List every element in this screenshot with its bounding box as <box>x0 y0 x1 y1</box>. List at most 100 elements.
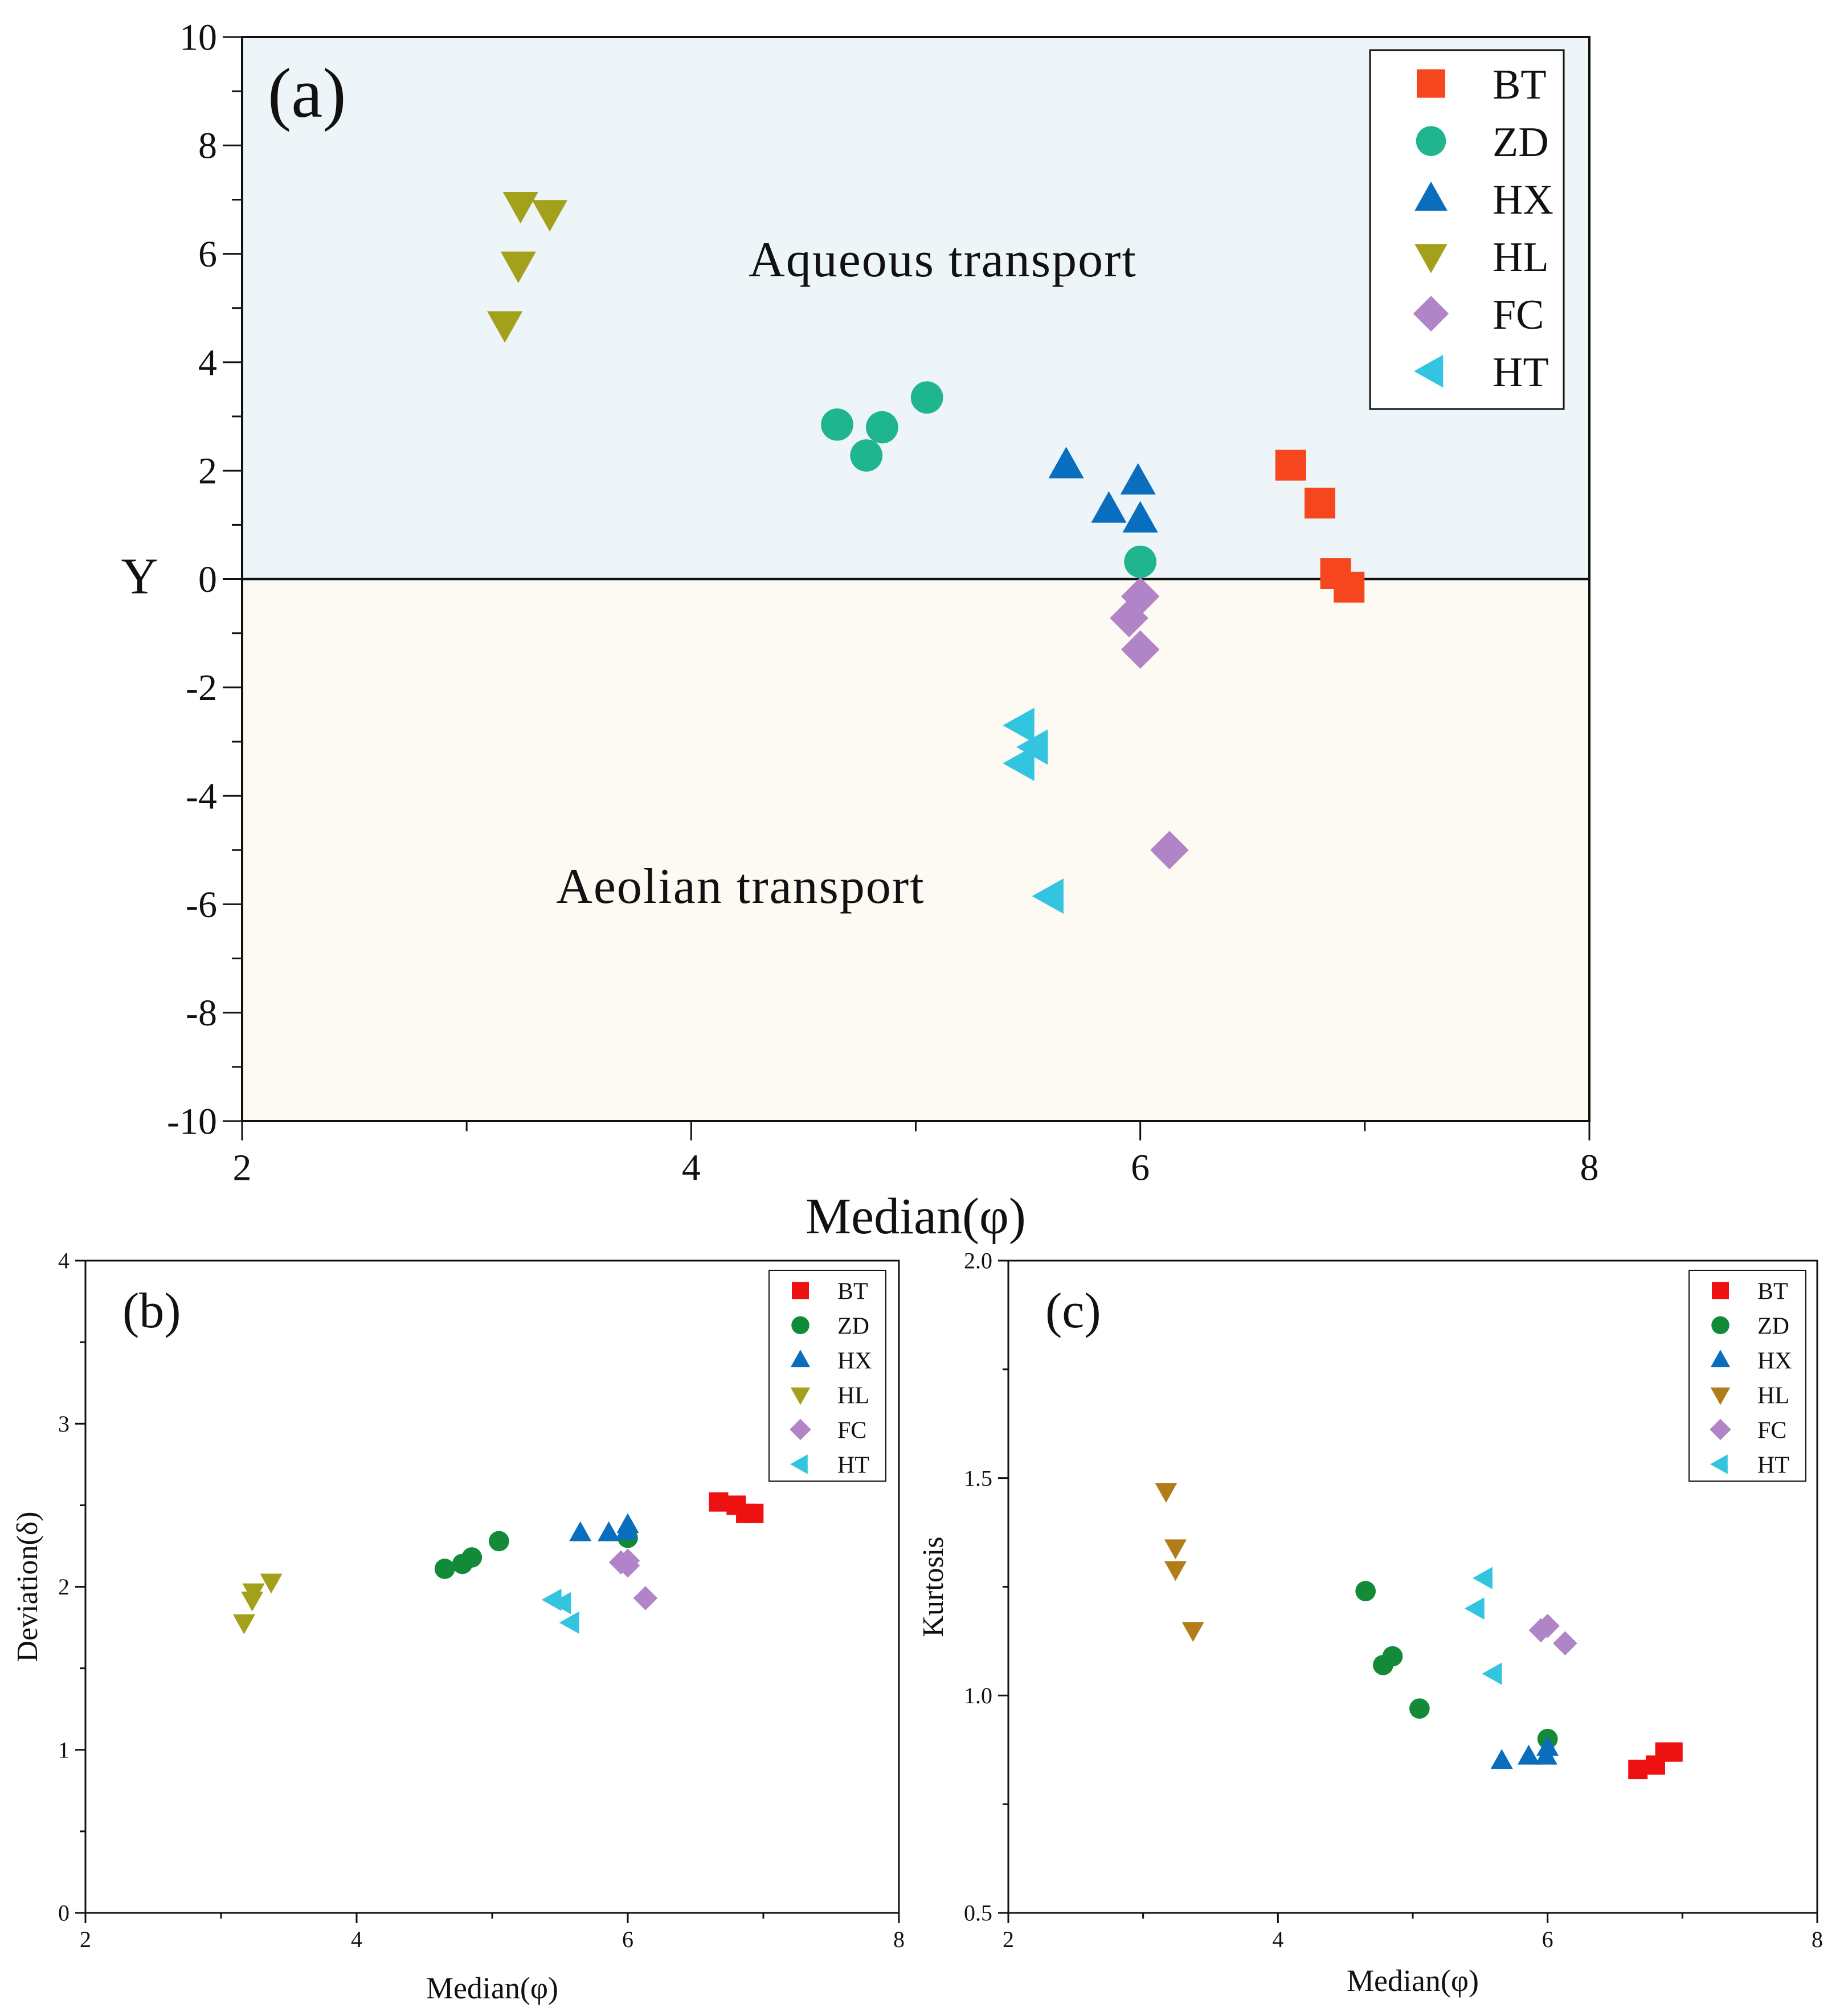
data-point-fc <box>633 1586 658 1610</box>
series-hx <box>569 1513 639 1541</box>
legend-label-hl: HL <box>1493 234 1549 281</box>
x-tick-label: 4 <box>1272 1927 1283 1952</box>
x-tick-label: 2 <box>233 1147 252 1188</box>
panel-label: (c) <box>1045 1283 1101 1339</box>
x-tick-label: 2 <box>1003 1927 1014 1952</box>
y-tick-label: 1 <box>58 1737 69 1763</box>
series-bt <box>1275 449 1365 603</box>
series-hx <box>1048 447 1158 533</box>
data-point-fc <box>1121 630 1160 669</box>
y-axis-label: Deviation(δ) <box>11 1511 44 1662</box>
x-tick-label: 6 <box>1131 1147 1150 1188</box>
legend-marker-zd <box>1711 1316 1729 1335</box>
x-tick-label: 2 <box>80 1927 91 1952</box>
data-point-hl <box>487 311 523 343</box>
series-ht <box>541 1588 579 1634</box>
panel-label: (b) <box>122 1283 181 1339</box>
data-point-hl <box>1164 1539 1187 1560</box>
x-axis-label: Median(φ) <box>426 1971 558 2005</box>
legend-marker-bt <box>1417 69 1445 98</box>
y-tick-label: 1.5 <box>964 1465 992 1491</box>
data-point-hx <box>1517 1744 1540 1765</box>
legend-label-ht: HT <box>1757 1453 1789 1479</box>
legend: BT ZD HX HL FC HT <box>768 1270 886 1482</box>
data-point-ht <box>1482 1662 1502 1685</box>
data-point-hl <box>232 1614 256 1634</box>
data-point-hx <box>1122 501 1158 533</box>
y-tick-label: 0.5 <box>964 1900 992 1926</box>
data-point-hx <box>1091 491 1127 523</box>
data-point-zd <box>850 439 883 472</box>
series-fc <box>608 1548 658 1610</box>
legend-label-bt: BT <box>1493 62 1547 108</box>
data-point-hx <box>616 1513 639 1534</box>
x-axis-label: Median(φ) <box>806 1188 1026 1245</box>
legend: BT ZD HX HL FC HT <box>1688 1270 1806 1482</box>
x-tick-label: 4 <box>351 1927 362 1952</box>
y-tick-label: -8 <box>186 992 217 1034</box>
data-point-hl <box>1155 1483 1177 1503</box>
legend-marker-fc <box>790 1418 811 1441</box>
data-point-hx <box>1048 447 1084 479</box>
series-fc <box>1110 577 1189 869</box>
data-point-fc <box>1553 1631 1577 1655</box>
data-point-zd <box>1409 1698 1430 1719</box>
legend-box <box>1369 49 1565 410</box>
data-point-bt <box>744 1503 764 1523</box>
legend-label-fc: FC <box>837 1418 866 1444</box>
data-point-hl <box>502 192 538 224</box>
data-point-fc <box>1121 577 1160 616</box>
legend-label-bt: BT <box>837 1279 868 1305</box>
x-tick-label: 8 <box>1580 1147 1599 1188</box>
data-point-hl <box>500 251 536 284</box>
series-ht <box>1003 708 1064 914</box>
data-point-ht <box>1003 745 1035 782</box>
y-tick-label: 2 <box>198 451 217 492</box>
data-point-zd <box>866 411 898 444</box>
y-tick-label: 10 <box>179 17 217 58</box>
data-point-ht <box>1473 1567 1493 1589</box>
legend-marker-ht <box>790 1454 808 1474</box>
x-tick-label: 4 <box>682 1147 701 1188</box>
legend-label-zd: ZD <box>1493 119 1549 166</box>
data-point-zd <box>1124 545 1157 578</box>
data-point-bt <box>1628 1760 1648 1780</box>
data-point-hl <box>1181 1622 1204 1642</box>
chart-panel-c: 0.5 1.0 1.5 2.0 2 4 6 8 Median(φ) Kurtosis (c) BT ZD… <box>917 1248 1823 1998</box>
data-point-ht <box>1016 729 1048 765</box>
data-point-zd <box>489 1531 509 1552</box>
legend-marker-zd <box>1416 126 1446 156</box>
x-tick-label: 6 <box>622 1927 633 1952</box>
legend-label-zd: ZD <box>1757 1314 1789 1340</box>
data-point-bt <box>1663 1742 1683 1762</box>
data-point-bt <box>1275 449 1306 481</box>
series-hl <box>1155 1483 1204 1642</box>
data-point-hx <box>598 1521 620 1541</box>
x-tick-label: 8 <box>893 1927 905 1952</box>
y-tick-label: 4 <box>58 1248 69 1274</box>
legend-label-hl: HL <box>1757 1383 1789 1409</box>
legend-marker-hl <box>790 1387 811 1405</box>
y-tick-label: 2.0 <box>964 1248 992 1274</box>
legend-marker-hx <box>1710 1350 1731 1368</box>
legend-marker-hl <box>1414 244 1448 273</box>
x-tick-label: 6 <box>1542 1927 1553 1952</box>
legend-marker-fc <box>1710 1418 1731 1441</box>
y-tick-label: -4 <box>186 776 217 817</box>
y-tick-label: -10 <box>167 1101 217 1142</box>
data-point-hl <box>260 1573 283 1594</box>
data-point-bt <box>1334 571 1365 603</box>
data-point-fc <box>615 1553 640 1578</box>
data-point-hx <box>569 1521 592 1541</box>
y-tick-label: 3 <box>58 1411 69 1437</box>
legend-label-ht: HT <box>837 1453 869 1479</box>
y-tick-label: 1.0 <box>964 1683 992 1708</box>
data-point-hl <box>531 200 568 232</box>
legend-label-hx: HX <box>837 1348 872 1375</box>
series-fc <box>1528 1613 1577 1655</box>
panel-label: (a) <box>268 54 346 132</box>
data-point-hx <box>1120 463 1156 495</box>
legend-marker-bt <box>792 1282 809 1299</box>
chart-panel-b: 0 1 2 3 4 2 4 6 8 Median(φ) Deviation(δ) (b) BT ZD HX H… <box>11 1248 905 2005</box>
